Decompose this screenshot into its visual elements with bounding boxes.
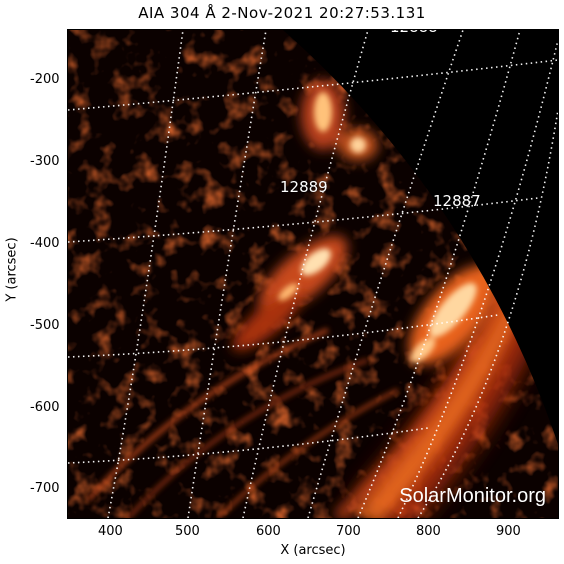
x-tick-label: 900 [496, 524, 521, 539]
solar-image: 12888 12889 12887 SolarMonitor.org [67, 29, 559, 519]
x-tick-label: 500 [175, 524, 200, 539]
active-region-label: 12887 [433, 192, 481, 210]
y-tick-label: -700 [30, 481, 60, 496]
heliographic-grid [68, 30, 558, 518]
solar-image-svg [68, 30, 558, 518]
x-tick-label: 800 [416, 524, 441, 539]
active-region-label: 12889 [280, 178, 328, 196]
y-tick-label: -200 [30, 72, 60, 87]
solar-disk [68, 30, 558, 518]
x-tick-label: 400 [98, 524, 123, 539]
y-tick-label: -400 [30, 236, 60, 251]
x-axis-label: X (arcsec) [280, 543, 346, 558]
x-tick-label: 600 [256, 524, 281, 539]
x-tick-label: 700 [336, 524, 361, 539]
y-axis-label: Y (arcsec) [4, 237, 20, 302]
active-region-label: 12888 [390, 30, 438, 36]
image-title: AIA 304 Å 2-Nov-2021 20:27:53.131 [138, 4, 426, 22]
y-tick-label: -600 [30, 400, 60, 415]
y-tick-label: -500 [30, 318, 60, 333]
y-tick-label: -300 [30, 154, 60, 169]
watermark-logo-text: SolarMonitor.org [399, 485, 546, 507]
